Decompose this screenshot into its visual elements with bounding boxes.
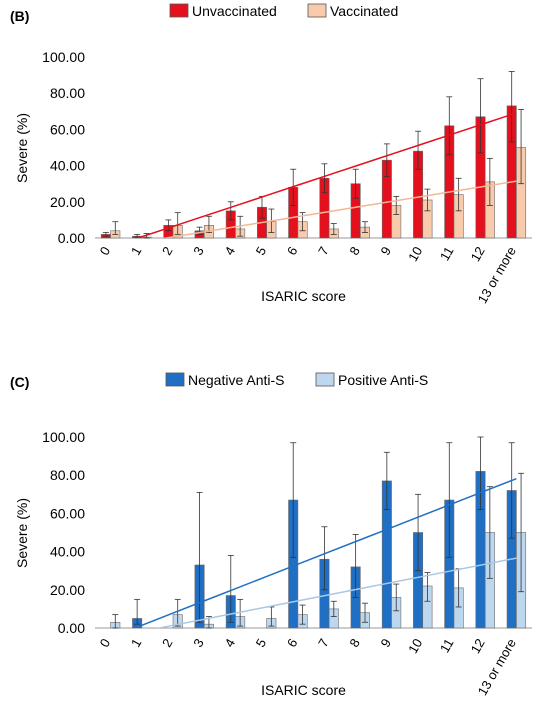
- x-tick-label: 7: [315, 244, 332, 258]
- x-tick-label: 7: [315, 636, 332, 650]
- trend-line-1: [161, 180, 517, 238]
- chart-panel-c: (C) Negative Anti-S Positive Anti-S 0.00 20.…: [0, 366, 550, 711]
- panel-label: (B): [10, 8, 29, 24]
- legend-label-0: Unvaccinated: [192, 3, 277, 19]
- x-tick-label: 0: [97, 636, 114, 650]
- x-tick-label: 5: [253, 636, 270, 650]
- x-tick-label: 6: [284, 636, 301, 650]
- y-axis-title: Severe (%): [14, 113, 30, 183]
- trend-line-0: [132, 477, 517, 628]
- x-tick-label: 1: [128, 244, 145, 258]
- y-tick-label: 60.00: [50, 505, 85, 521]
- panel-label: (C): [10, 374, 29, 390]
- x-tick-label: 5: [253, 244, 270, 258]
- x-axis-title: ISARIC score: [261, 682, 346, 698]
- x-tick-label: 9: [378, 244, 395, 258]
- trend-line-1: [155, 557, 517, 628]
- legend-label-1: Positive Anti-S: [338, 372, 428, 388]
- x-tick-label: 8: [346, 244, 363, 258]
- y-tick-label: 80.00: [50, 85, 85, 101]
- y-tick-label: 40.00: [50, 158, 85, 174]
- legend-swatch-1: [315, 372, 335, 387]
- chart-b-svg: (B) Unvaccinated Vaccinated 0.00 20.00 40.00 6…: [10, 3, 532, 306]
- y-tick-label: 20.00: [50, 194, 85, 210]
- y-axis-title: Severe (%): [14, 498, 30, 568]
- x-tick-label: 11: [437, 244, 457, 263]
- x-tick-label: 11: [437, 636, 457, 655]
- legend-swatch-0: [165, 372, 185, 387]
- x-tick-label: 9: [378, 636, 395, 650]
- legend-swatch-0: [169, 3, 189, 18]
- legend-label-1: Vaccinated: [330, 3, 398, 19]
- x-tick-label: 12: [468, 244, 488, 264]
- y-tick-label: 60.00: [50, 121, 85, 137]
- x-tick-label: 2: [159, 244, 176, 258]
- y-tick-label: 100.00: [42, 429, 85, 445]
- x-tick-label: 4: [221, 636, 238, 650]
- y-tick-label: 40.00: [50, 544, 85, 560]
- chart-c-svg: (C) Negative Anti-S Positive Anti-S 0.00 20.…: [10, 372, 532, 698]
- trend-line-0: [135, 112, 517, 238]
- x-tick-label: 6: [284, 244, 301, 258]
- x-tick-label: 1: [128, 636, 145, 650]
- x-tick-label: 3: [190, 636, 207, 650]
- x-tick-label: 4: [221, 244, 238, 258]
- y-tick-label: 80.00: [50, 467, 85, 483]
- x-tick-label: 8: [346, 636, 363, 650]
- y-tick-label: 100.00: [42, 49, 85, 65]
- x-tick-label: 0: [97, 244, 114, 258]
- chart-panel-b: (B) Unvaccinated Vaccinated 0.00 20.00 40.00 6…: [0, 0, 550, 345]
- legend-label-0: Negative Anti-S: [188, 372, 285, 388]
- legend-swatch-1: [307, 3, 327, 18]
- x-axis-title: ISARIC score: [261, 288, 346, 304]
- y-tick-label: 0.00: [58, 620, 85, 636]
- x-tick-label: 2: [159, 636, 176, 650]
- y-tick-label: 0.00: [58, 230, 85, 246]
- y-tick-label: 20.00: [50, 582, 85, 598]
- x-tick-label: 10: [405, 244, 425, 264]
- x-tick-label: 12: [468, 636, 488, 656]
- x-tick-label: 10: [405, 636, 425, 656]
- x-tick-label: 3: [190, 244, 207, 258]
